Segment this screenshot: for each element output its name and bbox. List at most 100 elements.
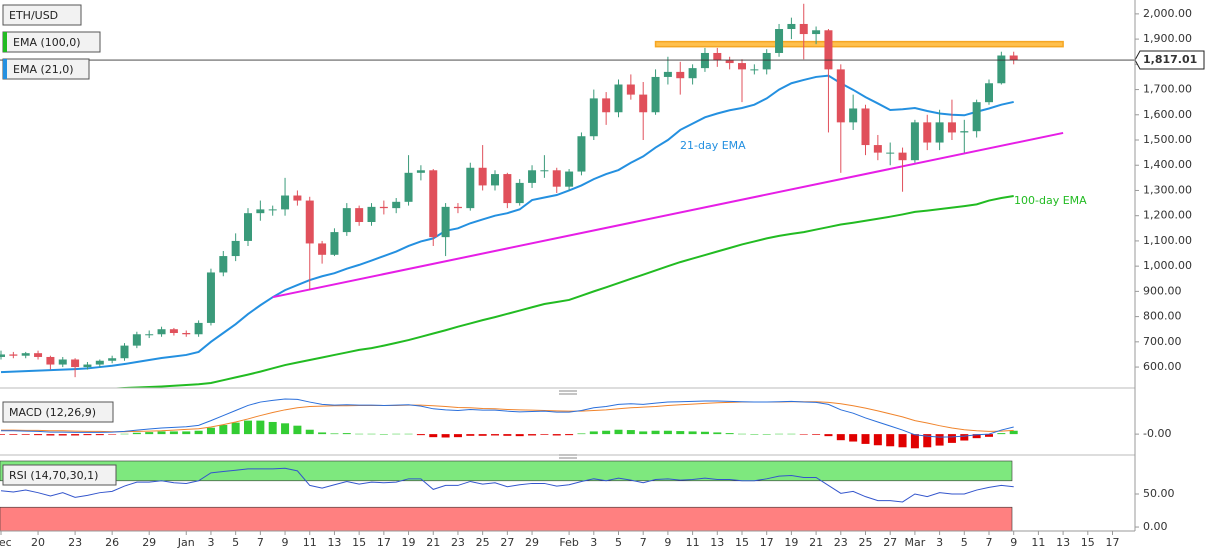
histogram-bar [589,431,598,435]
candle-body [503,174,512,204]
x-tick-label: 29 [525,536,539,549]
histogram-bar [1009,430,1018,435]
candle-body [367,206,376,223]
candle-body [46,356,55,365]
x-tick-label: 7 [986,536,993,549]
panel [0,398,1018,449]
x-tick-label: 15 [735,536,749,549]
chart-title: ETH/USD [9,9,58,22]
candle-body [0,354,5,357]
candle-body [379,206,388,209]
histogram-bar [157,431,166,435]
y-tick-label: 1,700.00 [1143,83,1192,96]
y-tick-label: 700.00 [1143,335,1182,348]
x-tick-label: 27 [500,536,514,549]
x-tick-label: 3 [936,536,943,549]
candle-body [947,122,956,133]
x-tick-label: 21 [809,536,823,549]
legend-label: EMA (100,0) [13,36,81,49]
x-tick-label: 17 [760,536,774,549]
legend-swatch [3,59,7,79]
histogram-bar [256,420,265,435]
candle-body [898,152,907,161]
y-tick-label: 800.00 [1143,310,1182,323]
legend-box [2,464,117,486]
candle-body [120,345,129,359]
histogram-bar [898,434,907,448]
y-tick-label: 1,200.00 [1143,209,1192,222]
x-tick-label: 9 [282,536,289,549]
overbought-band [0,460,1013,482]
annotation: 21-day EMA [680,139,746,152]
histogram-bar [169,431,178,435]
y-tick-label: 1,600.00 [1143,108,1192,121]
histogram-bar [404,433,413,435]
histogram-bar [762,434,771,435]
histogram-bar [565,434,574,436]
candle-body [663,71,672,77]
candle-body [997,55,1006,84]
candle-body [9,354,18,356]
candle-body [157,329,166,335]
oversold-band [0,506,1013,531]
histogram-bar [750,434,759,435]
candle-body [923,122,932,143]
histogram-bar [738,433,746,435]
x-tick-label: 9 [664,536,671,549]
legend-swatch [3,32,7,52]
x-tick-label: 9 [1010,536,1017,549]
histogram-bar [71,434,80,436]
candle-body [589,98,598,137]
candle-body [1009,55,1018,61]
macd-line [1,398,1014,438]
histogram-bar [206,427,215,435]
candle-body [416,170,425,173]
x-tick-label: Mar [905,536,926,549]
x-tick-label: 3 [590,536,597,549]
candle-body [71,359,80,368]
candle-body [528,170,537,183]
histogram-bar [725,433,734,435]
ema-line [109,195,1014,388]
candle-body [762,52,771,70]
histogram-bar [108,434,117,435]
histogram-bar [923,434,932,448]
candle-body [169,329,178,334]
histogram-bar [95,434,104,436]
histogram-bar [972,434,981,439]
candle-body [318,243,327,255]
histogram-bar [663,430,672,435]
histogram-bar [145,432,154,435]
candle-body [799,23,808,35]
candle-body [355,208,364,223]
candle-body [429,170,438,238]
x-tick-label: 17 [377,536,391,549]
candle-body [342,208,351,233]
histogram-bar [132,432,141,435]
histogram-bar [305,429,314,435]
histogram-bar [824,434,833,437]
candle-body [960,131,969,133]
y-tick-label: 1,100.00 [1143,234,1192,247]
histogram-bar [244,420,252,435]
histogram-bar [281,423,290,435]
candle-body [219,256,228,273]
candle-body [392,201,401,209]
histogram-bar [453,434,462,438]
histogram-bar [46,434,55,436]
candle-body [577,136,586,172]
histogram-bar [120,433,129,435]
histogram-bar [614,429,623,435]
histogram-bar [626,430,635,435]
histogram-bar [812,434,821,435]
candle-body [725,60,734,64]
signal-line [1,401,1014,433]
candle-body [108,358,117,361]
candle-body [565,171,574,187]
x-tick-label: 20 [31,536,45,549]
histogram-bar [367,433,376,435]
histogram-bar [997,433,1006,435]
candle-body [639,94,648,113]
candle-body [58,359,67,365]
candle-body [861,108,870,146]
